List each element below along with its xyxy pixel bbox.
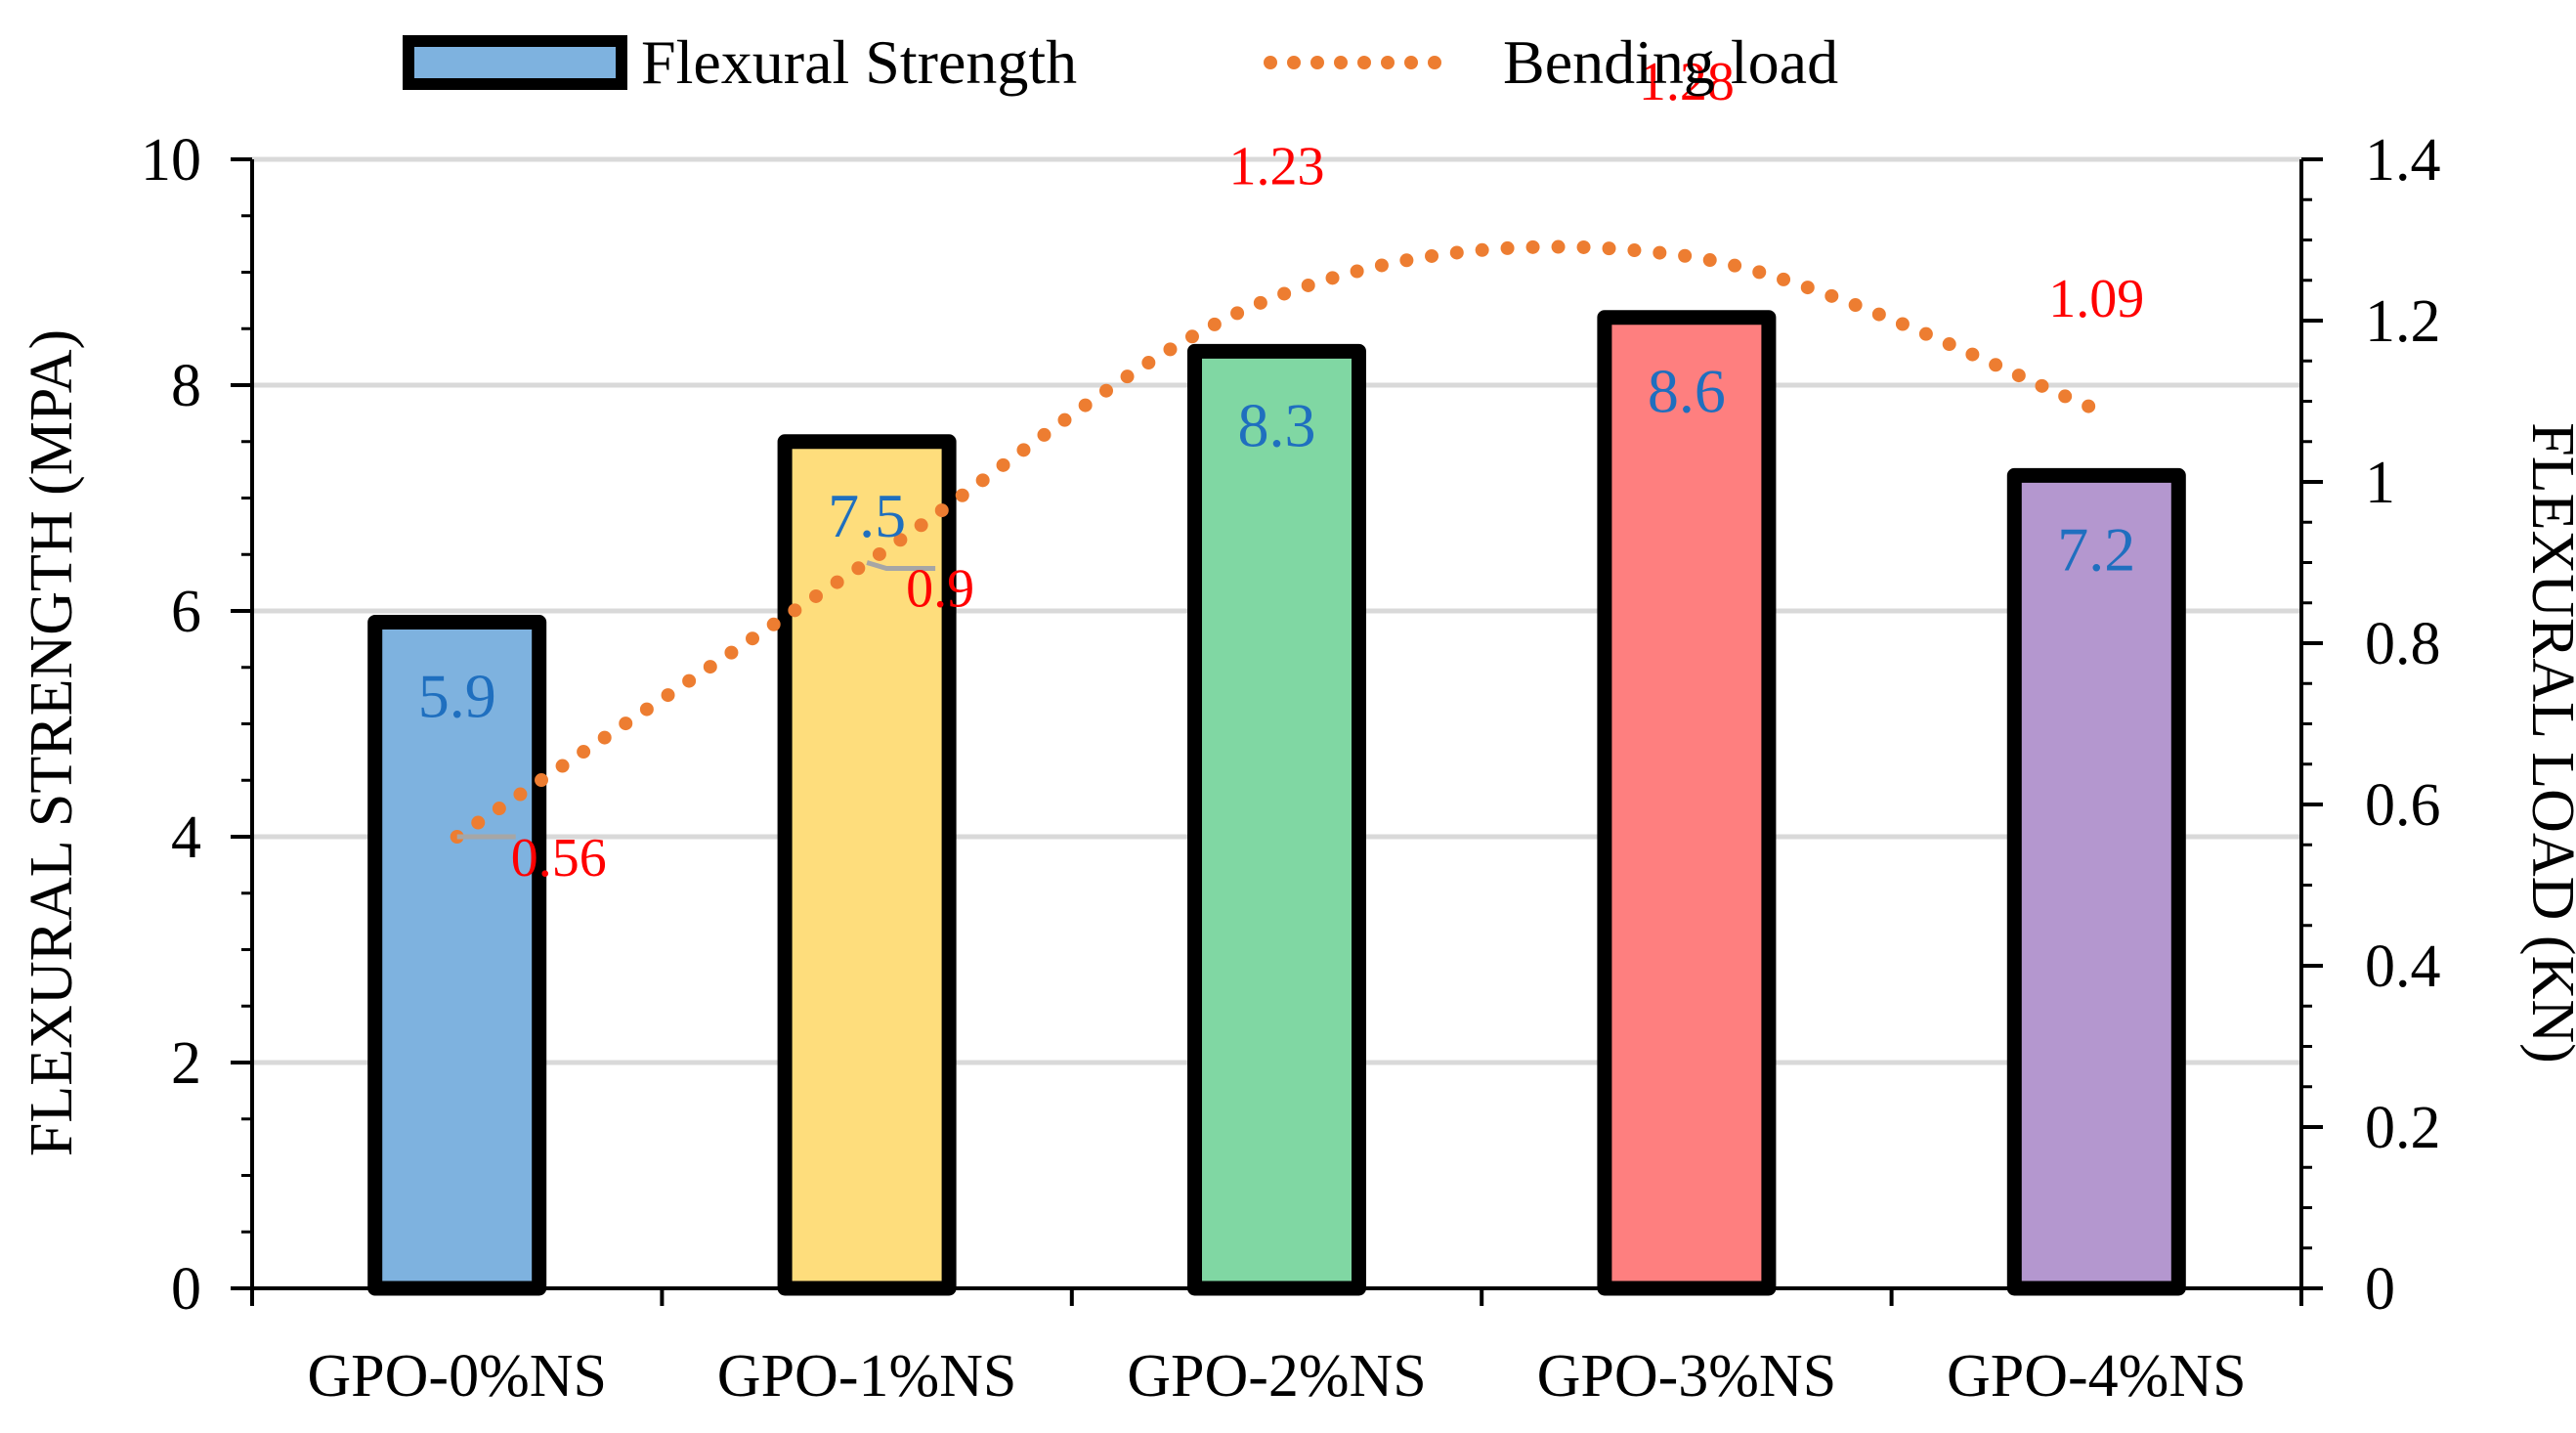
load-value-label: 1.23 xyxy=(1229,136,1325,196)
bar-GPO-4%NS xyxy=(2006,467,2186,1296)
bars xyxy=(367,310,2186,1296)
x-tick-label: GPO-2%NS xyxy=(1127,1343,1427,1410)
bar-value-label: 7.2 xyxy=(2057,514,2135,584)
y-tick-label: 0 xyxy=(171,1256,201,1323)
y2-tick-label: 0.6 xyxy=(2365,772,2441,839)
leader-line xyxy=(866,560,936,571)
y-tick-label: 4 xyxy=(171,804,201,871)
bar-GPO-3%NS xyxy=(1597,310,1777,1296)
legend-swatch-flexural-strength xyxy=(403,35,627,90)
y2-tick-label: 1 xyxy=(2365,450,2395,516)
bar-GPO-0%NS xyxy=(367,615,547,1296)
y2-tick-label: 0.4 xyxy=(2365,934,2441,1000)
load-value-label: 0.56 xyxy=(511,828,607,889)
y2-tick-label: 0.8 xyxy=(2365,611,2441,677)
y2-tick-label: 0 xyxy=(2365,1256,2395,1323)
y2-tick-label: 0.2 xyxy=(2365,1095,2441,1161)
y-tick-label: 2 xyxy=(171,1030,201,1097)
y-tick-label: 6 xyxy=(171,579,201,645)
y-axis-title: FLEXURAL STRENGTH (MPA) xyxy=(19,329,85,1156)
load-value-label: 0.9 xyxy=(906,559,974,620)
x-tick-label: GPO-1%NS xyxy=(717,1343,1017,1410)
bending-load-series xyxy=(450,239,2104,844)
bar-value-label: 5.9 xyxy=(418,662,496,731)
y2-axis-title: FLEXURAL LOAD (KN) xyxy=(2519,422,2576,1064)
bar-value-label: 7.5 xyxy=(828,481,906,550)
bar-GPO-2%NS xyxy=(1187,343,1366,1296)
y-tick-label: 8 xyxy=(171,353,201,419)
x-tick-label: GPO-4%NS xyxy=(1947,1343,2247,1410)
y2-tick-label: 1.4 xyxy=(2365,127,2441,194)
x-tick-label: GPO-0%NS xyxy=(307,1343,607,1410)
y2-tick-label: 1.2 xyxy=(2365,288,2441,355)
bending-load-point xyxy=(2095,409,2097,411)
load-value-label: 1.09 xyxy=(2048,269,2144,329)
legend-label-flexural-strength: Flexural Strength xyxy=(641,27,1077,97)
load-value-label: 1.28 xyxy=(1639,52,1735,112)
data-labels: 5.9 7.5 8.3 8.6 7.2 0.56 0.9 1.23 1.28 1.09 xyxy=(418,52,2145,889)
legend: Flexural Strength Bending load xyxy=(403,27,1838,97)
bending-load-point xyxy=(1276,295,1278,297)
bar-value-label: 8.3 xyxy=(1238,390,1316,459)
bending-load-line xyxy=(450,239,2104,844)
legend-label-bending-load: Bending load xyxy=(1503,27,1838,97)
y-tick-label: 10 xyxy=(141,127,201,194)
bar-value-label: 8.6 xyxy=(1648,357,1726,426)
x-tick-label: GPO-3%NS xyxy=(1537,1343,1837,1410)
